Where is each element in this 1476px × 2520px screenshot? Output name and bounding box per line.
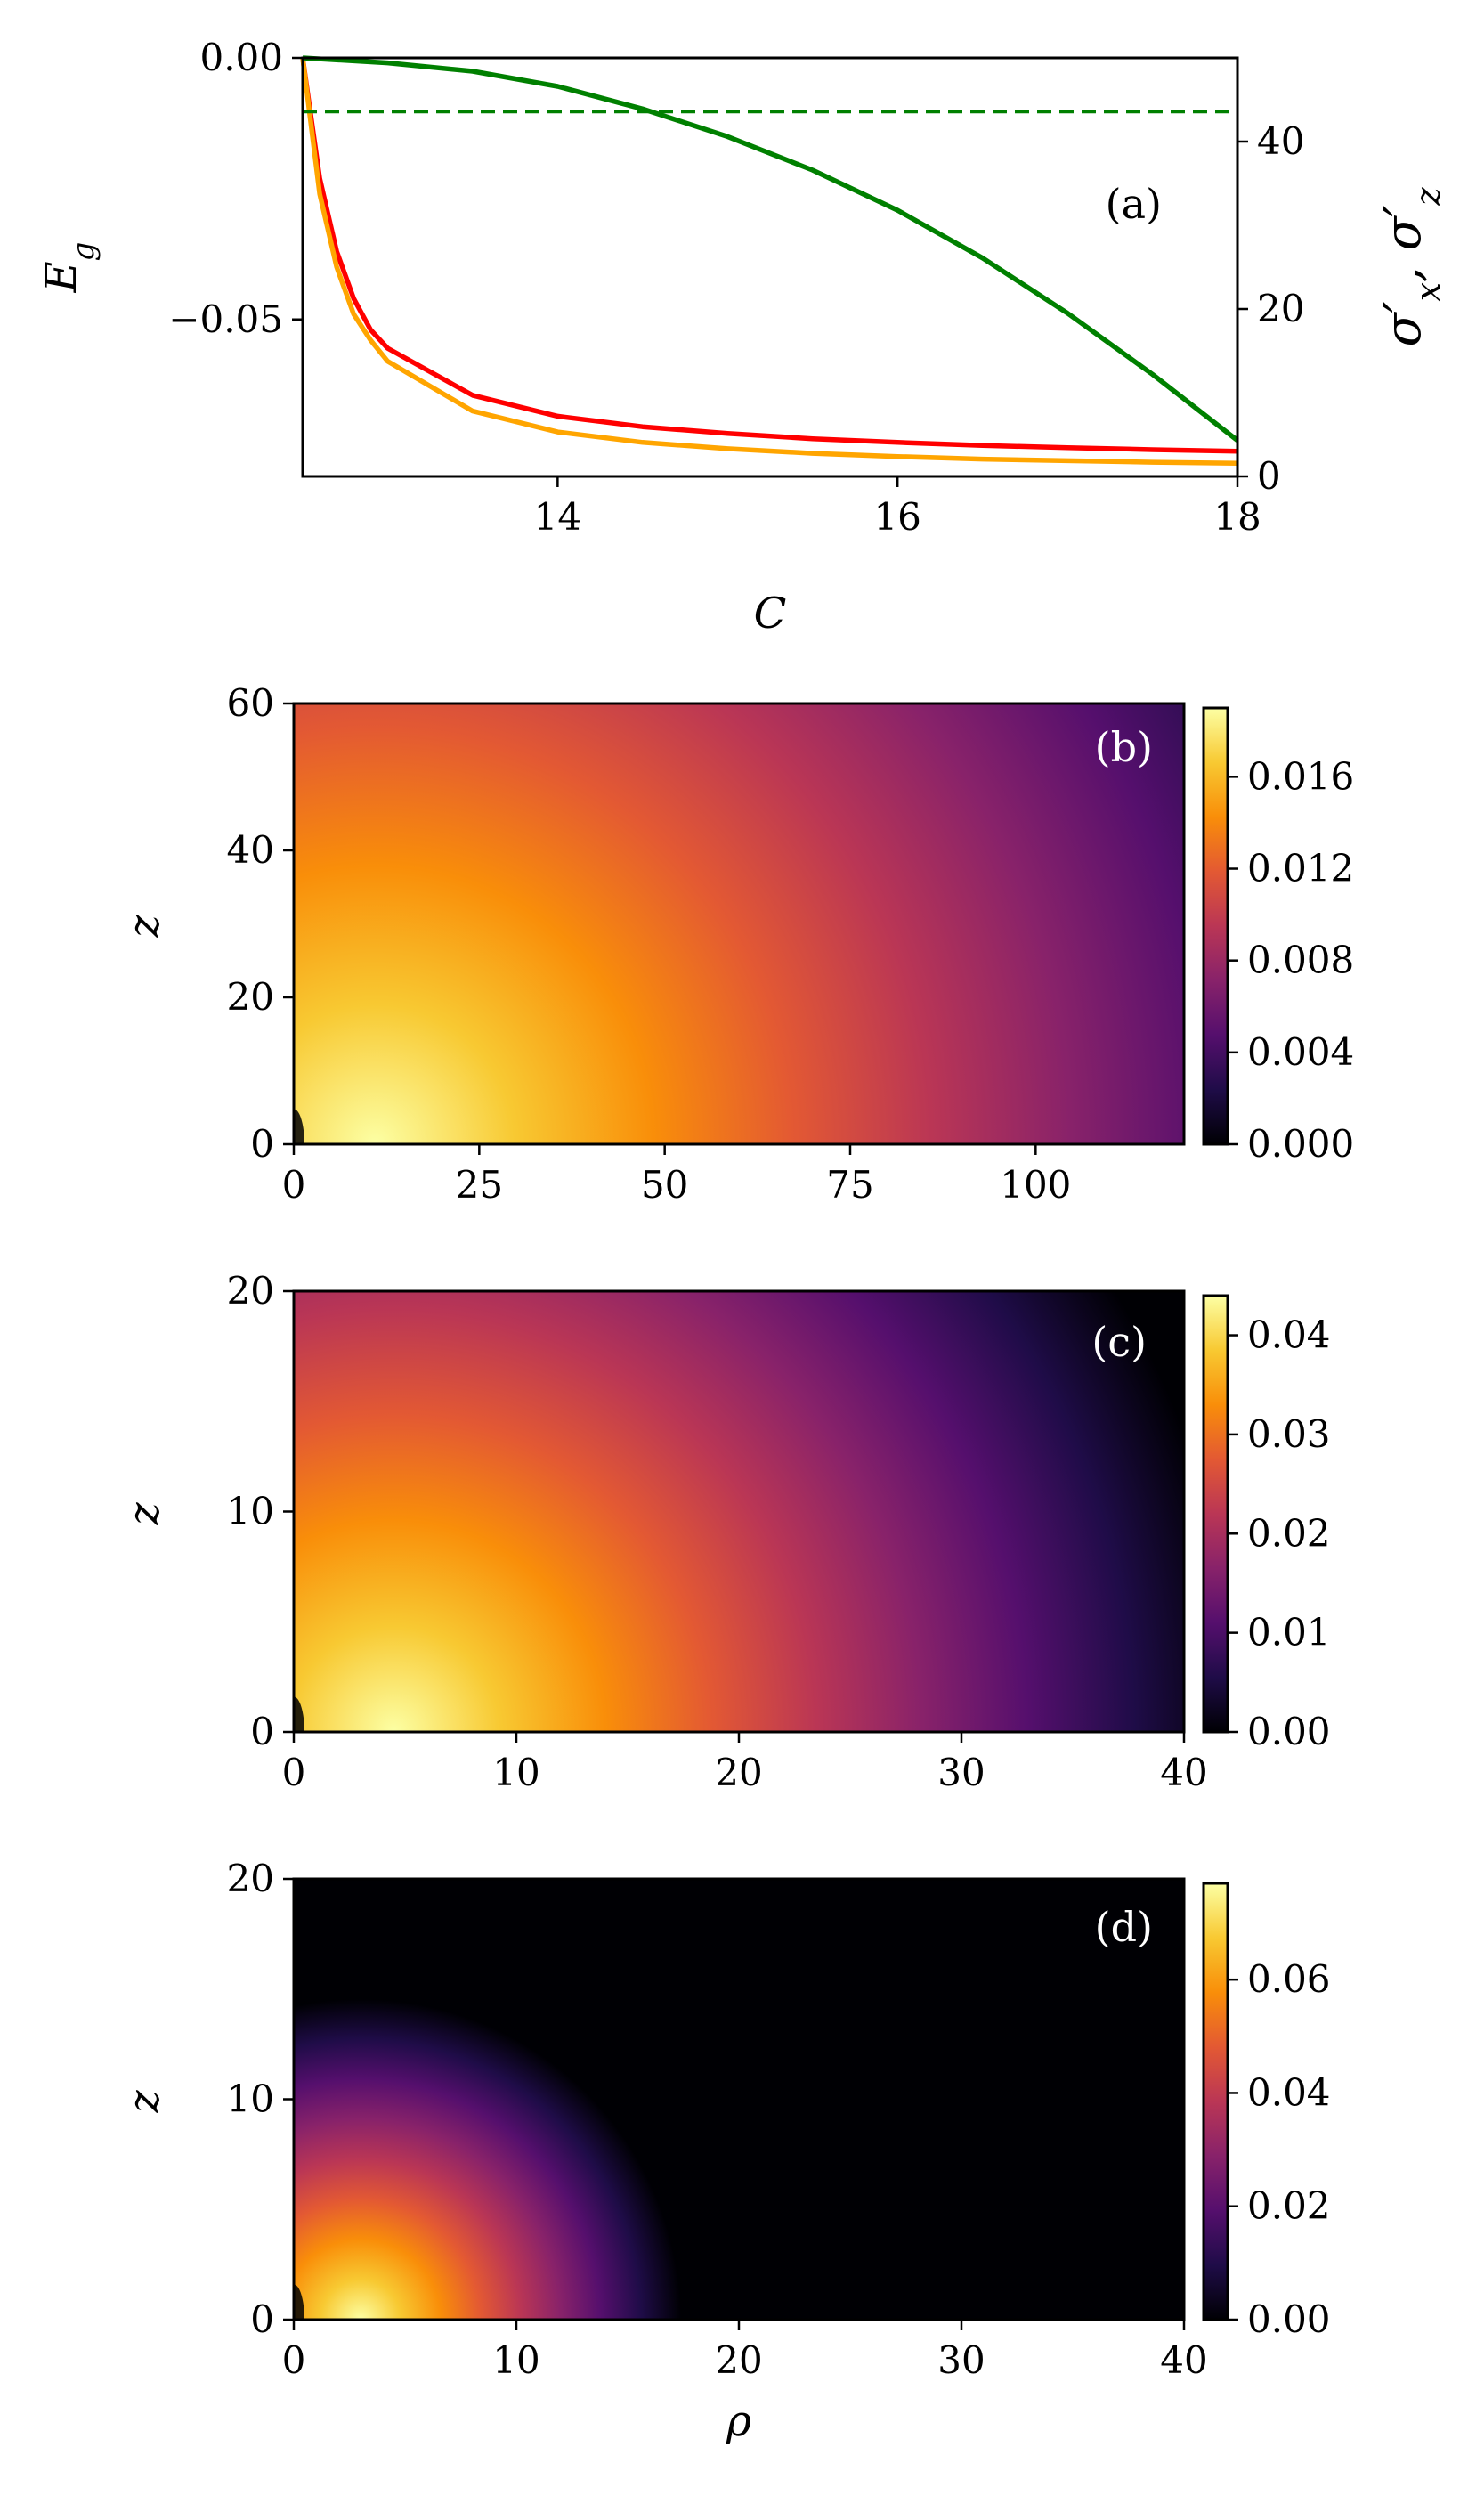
panel-b-label: (b) <box>1095 723 1153 771</box>
panel-c-colorbar-tick-label: 0.00 <box>1247 1710 1331 1753</box>
panel-a-series <box>300 55 1239 467</box>
panel-d-xtick-label: 10 <box>492 2338 539 2382</box>
panel-c-ytick-label: 10 <box>227 1490 274 1533</box>
panel-a-ytick-right-label: 0 <box>1257 454 1281 498</box>
panel-d-heatmap: 0 10 20 30 40 0 10 20 (d) z ρ 0.00 0.02 0.04 0.06 <box>119 1857 1331 2446</box>
panel-d-heatmap-field <box>294 1879 1184 2320</box>
panel-b-ylabel: z <box>119 915 169 939</box>
panel-a-xtick-label: 18 <box>1213 495 1261 539</box>
panel-d-colorbar-tick-label: 0.04 <box>1247 2070 1331 2114</box>
panel-b-colorbar-tick-label: 0.000 <box>1247 1122 1354 1166</box>
panel-a-ticks: 14 16 18 0.00 −0.05 0 20 40 <box>168 36 1304 539</box>
panel-d-xtick-label: 20 <box>715 2338 762 2382</box>
panel-c-colorbar-ticks: 0.00 0.01 0.02 0.03 0.04 <box>1228 1313 1331 1753</box>
panel-b-colorbar <box>1202 706 1229 1146</box>
panel-c-xtick-label: 40 <box>1160 1751 1207 1794</box>
panel-d-origin-dip <box>294 2284 304 2320</box>
panel-d-xtick-label: 0 <box>282 2338 306 2382</box>
panel-d-colorbar-tick-label: 0.02 <box>1247 2184 1331 2228</box>
panel-c-xtick-label: 30 <box>937 1751 985 1794</box>
panel-b-ytick-label: 60 <box>227 681 274 725</box>
panel-c-colorbar-tick-label: 0.02 <box>1247 1511 1331 1555</box>
panel-c-ticks: 0 10 20 30 40 0 10 20 <box>227 1269 1208 1794</box>
panel-a-frame <box>301 56 1239 478</box>
panel-c-xtick-label: 20 <box>715 1751 762 1794</box>
panel-c-ytick-label: 20 <box>227 1269 274 1313</box>
panel-c-colorbar-tick-label: 0.03 <box>1247 1412 1331 1456</box>
panel-b-colorbar-tick-label: 0.012 <box>1247 847 1354 890</box>
panel-b-ytick-label: 0 <box>250 1122 274 1166</box>
panel-b-colorbar-tick-label: 0.008 <box>1247 939 1354 982</box>
panel-d-colorbar <box>1202 1882 1229 2321</box>
panel-a-series-1-line <box>300 57 1238 454</box>
panel-b-ticks: 0 25 50 75 100 0 20 40 60 <box>227 681 1072 1207</box>
panel-a-line-chart: 14 16 18 0.00 −0.05 0 20 40 (a) C Eg σ′x, σ′z <box>36 36 1448 638</box>
panel-b-ytick-label: 20 <box>227 975 274 1019</box>
panel-b-xtick-label: 50 <box>641 1163 688 1207</box>
panel-a-xtick-label: 14 <box>534 495 581 539</box>
panel-a-ytick-right-label: 40 <box>1257 119 1304 163</box>
panel-a-ylabel-right: σ′x, σ′z <box>1375 187 1448 347</box>
panel-d-ytick-label: 10 <box>227 2077 274 2121</box>
panel-c-heatmap-field <box>294 1291 1184 1732</box>
panel-c-xtick-label: 10 <box>492 1751 539 1794</box>
panel-a-xlabel: C <box>754 589 787 638</box>
panel-a-label: (a) <box>1106 180 1162 228</box>
panel-d-colorbar-tick-label: 0.06 <box>1247 1957 1331 2001</box>
panel-a-xtick-label: 16 <box>873 495 920 539</box>
panel-d-ylabel: z <box>119 2090 169 2114</box>
panel-a-ytick-label: −0.05 <box>168 297 283 341</box>
panel-d-label: (d) <box>1095 1903 1153 1951</box>
panel-d-colorbar-tick-label: 0.00 <box>1247 2297 1331 2341</box>
panel-b-colorbar-tick-label: 0.004 <box>1247 1030 1354 1074</box>
panel-d-xlabel: ρ <box>726 2396 751 2446</box>
panel-d-xtick-label: 30 <box>937 2338 985 2382</box>
panel-b-xtick-label: 100 <box>1000 1163 1071 1207</box>
panel-c-colorbar-tick-label: 0.04 <box>1247 1313 1331 1357</box>
panel-b-colorbar-ticks: 0.000 0.004 0.008 0.012 0.016 <box>1228 754 1354 1166</box>
panel-a-ytick-label: 0.00 <box>199 36 283 79</box>
panel-a-ylabel: Eg <box>36 242 101 294</box>
panel-d-ytick-label: 0 <box>250 2297 274 2341</box>
panel-b-ytick-label: 40 <box>227 828 274 872</box>
panel-c-label: (c) <box>1091 1318 1147 1366</box>
panel-b-heatmap-field <box>294 703 1184 1144</box>
panel-a-ytick-right-label: 20 <box>1257 287 1304 330</box>
panel-c-ytick-label: 0 <box>250 1710 274 1753</box>
panel-b-xtick-label: 75 <box>826 1163 873 1207</box>
panel-b-xtick-label: 0 <box>282 1163 306 1207</box>
panel-b-frame <box>292 702 1186 1146</box>
panel-c-xtick-label: 0 <box>282 1751 306 1794</box>
panel-c-ylabel: z <box>119 1502 169 1526</box>
panel-a-series-3-line <box>302 55 1239 443</box>
panel-b-origin-dip <box>294 1109 304 1144</box>
panel-d-colorbar-ticks: 0.00 0.02 0.04 0.06 <box>1228 1957 1331 2341</box>
panel-c-origin-dip <box>294 1696 304 1732</box>
panel-b-xtick-label: 25 <box>456 1163 503 1207</box>
panel-a-series-2-line <box>300 57 1238 467</box>
panel-d-ticks: 0 10 20 30 40 0 10 20 <box>227 1857 1208 2382</box>
panel-c-colorbar <box>1202 1294 1229 1734</box>
panel-d-xtick-label: 40 <box>1160 2338 1207 2382</box>
panel-d-ytick-label: 20 <box>227 1857 274 1900</box>
panel-b-colorbar-tick-label: 0.016 <box>1247 754 1354 798</box>
panel-c-colorbar-tick-label: 0.01 <box>1247 1611 1331 1654</box>
